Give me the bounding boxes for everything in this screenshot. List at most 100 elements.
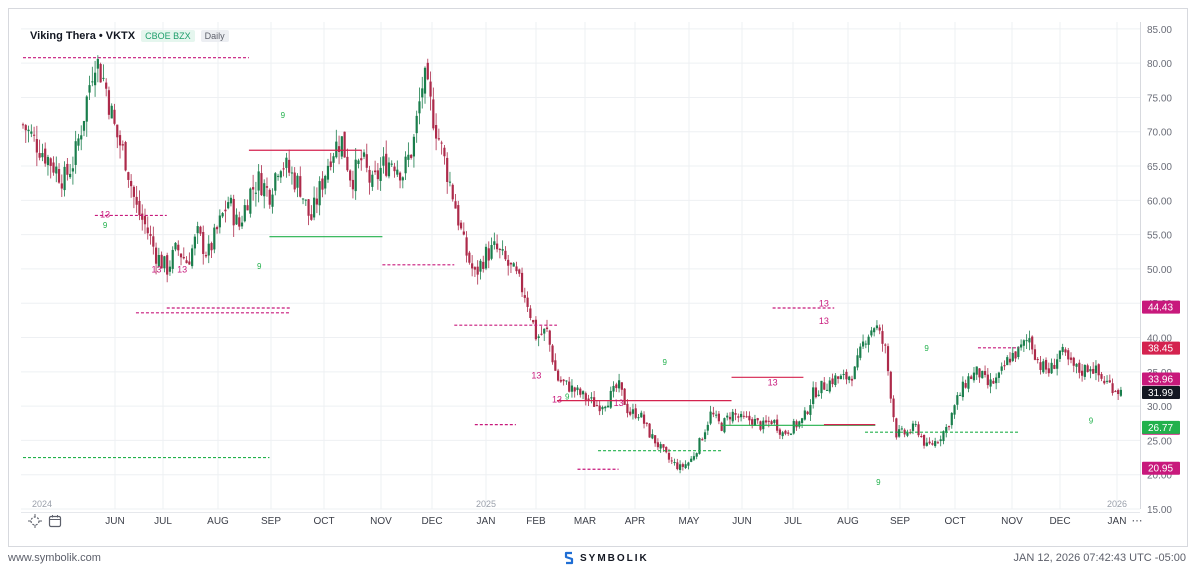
candle-body [91,81,94,83]
candle-body [695,453,698,457]
x-tick-label: JAN [1108,516,1127,527]
candle-body [371,174,374,187]
site-url[interactable]: www.symbolik.com [8,552,101,564]
candle-body [787,432,790,434]
candle-body [107,90,111,115]
candle-body [967,376,970,389]
candle-body [637,417,640,419]
candle-body [1072,357,1075,366]
candle-body [748,415,751,421]
candle-body [116,124,119,138]
candle-body [349,170,352,181]
candle-body [385,153,388,176]
candle-body [981,370,984,379]
candle-body [922,434,926,446]
candle-body [626,403,629,414]
candle-body [814,387,818,398]
candle-body [989,379,992,387]
more-options-icon[interactable]: ⋯ [1131,515,1143,527]
candle-body [623,388,626,405]
candle-body [69,173,72,178]
candle-body [393,166,396,172]
price-tag [1142,341,1180,355]
candle-body [642,414,646,424]
candle-body [279,171,282,178]
price-tag-label: 26.77 [1148,423,1173,434]
candle-body [1103,380,1106,384]
candle-body [484,246,488,269]
candle-body [313,197,316,218]
candle-body [964,383,967,388]
candle-body [202,232,205,254]
x-tick-label: FEB [526,516,546,527]
candle-body [590,397,593,399]
candle-body [523,295,526,298]
candle-body [789,433,793,435]
count-marker: 9 [281,111,286,120]
candle-body [498,248,501,251]
candle-body [52,162,55,173]
candle-body [717,413,720,422]
level-lines [23,57,1020,470]
count-marker: 13 [552,395,562,405]
candle-body [947,426,951,428]
candle-body [1022,340,1025,346]
candle-body [617,380,621,389]
candle-body [179,253,183,258]
x-tick-label: NOV [1001,516,1023,527]
candle-body [828,380,831,392]
price-tag [1142,420,1180,434]
candle-body [254,192,257,194]
interval-badge[interactable]: Daily [200,30,229,42]
candle-body [889,371,892,399]
candle-body [260,173,263,196]
candle-body [520,272,524,293]
candle-body [440,142,443,144]
candle-body [160,254,163,269]
candle-body [1069,357,1073,360]
candle-body [1078,362,1081,373]
candle-body [235,214,238,225]
candle-body [27,129,30,132]
x-tick-label: SEP [890,516,910,527]
candle-body [512,263,515,267]
candle-body [1092,368,1095,374]
candle-body [74,141,77,165]
price-tag-label: 31.99 [1148,388,1173,399]
candle-body [213,227,216,250]
candle-body [825,389,829,391]
y-tick-label: 55.00 [1147,231,1172,242]
candle-body [573,387,576,392]
candle-body [415,115,418,134]
candle-body [792,420,795,434]
candle-body [806,411,809,414]
candle-body [318,181,321,206]
candle-body [873,328,876,333]
candle-body [914,424,917,426]
candle-body [88,85,91,93]
candle-body [99,63,102,83]
candle-body [803,410,806,420]
candle-body [1075,363,1078,367]
x-tick-label: DEC [1049,516,1070,527]
crosshair-icon[interactable] [27,514,43,528]
candle-body [174,242,177,250]
candle-body [321,178,324,190]
candle-body [290,172,294,174]
symbol-title[interactable]: Viking Thera • VKTX [30,30,136,42]
candle-body [667,452,671,460]
calendar-icon[interactable] [47,514,63,528]
candle-body [360,158,363,161]
candle-body [986,374,989,386]
candle-body [839,375,842,380]
candle-body [257,171,260,191]
candle-body [268,189,271,205]
candle-body [138,201,141,216]
candle-body [878,327,881,331]
candle-body [435,125,438,139]
candle-body [315,198,318,205]
count-marker: 9 [1089,416,1094,425]
candle-body [959,394,962,396]
candle-body [859,346,862,358]
